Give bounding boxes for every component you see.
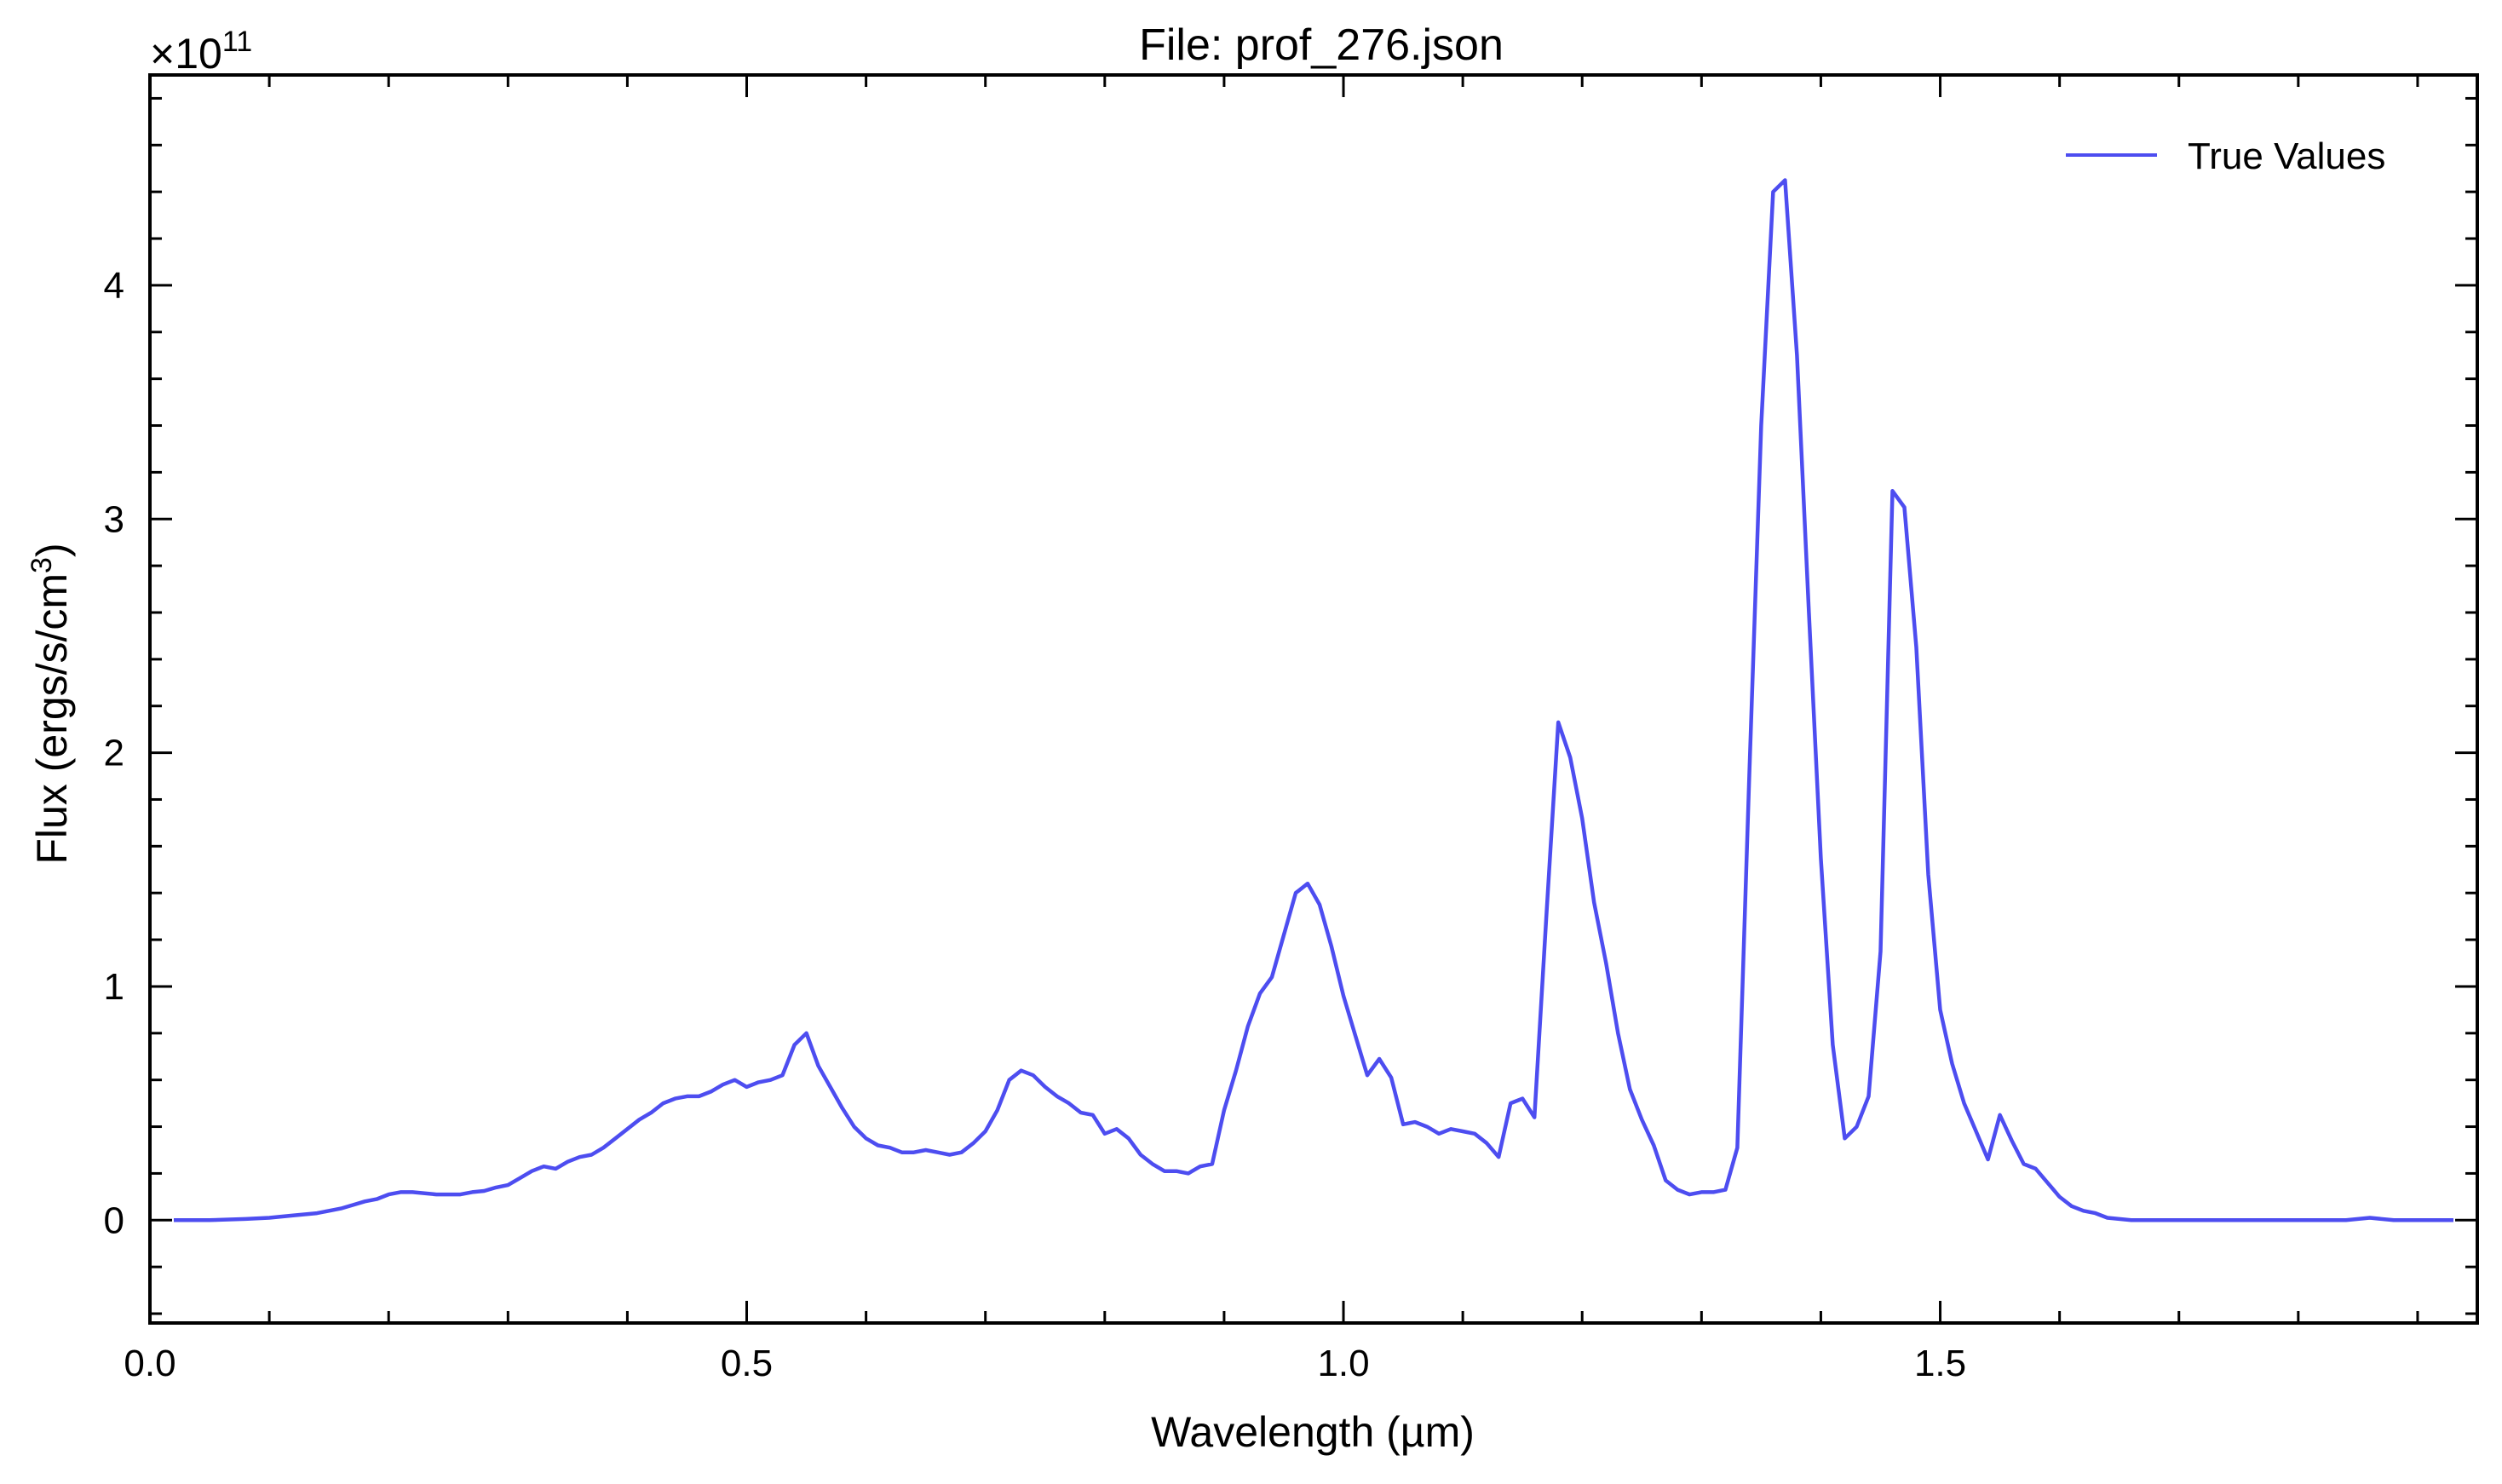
ticks: 0.0 0.5 1.0 1.5 0 1 2 3 4 [104,75,2477,1384]
x-tick-label: 0.0 [124,1343,175,1384]
x-tick-label: 1.5 [1914,1343,1966,1384]
y-tick-label: 2 [104,733,124,774]
y-tick-label: 1 [104,966,124,1008]
x-axis-label: Wavelength (µm) [1151,1408,1475,1456]
y-axis-label-main: Flux (ergs/s/cm [28,573,76,865]
y-axis-label-sup: 3 [26,557,58,573]
y-multiplier-exponent: 11 [222,26,252,58]
y-tick-label: 0 [104,1199,124,1241]
x-tick-label: 1.0 [1317,1343,1369,1384]
y-axis-label: Flux (ergs/s/cm3) [26,543,76,864]
plot-frame [148,73,2479,1325]
y-multiplier-base: ×10 [150,30,222,78]
y-multiplier: ×1011 [150,26,252,78]
y-tick-label: 3 [104,498,124,540]
x-tick-label: 0.5 [721,1343,773,1384]
legend-label: True Values [2188,135,2385,177]
legend: True Values [2066,135,2385,177]
y-tick-label: 4 [104,265,124,307]
chart-title: File: prof_276.json [1139,20,1504,70]
series-layer [174,178,2453,1222]
y-axis-label-close: ) [28,543,76,557]
series-line-0 [174,178,2453,1222]
